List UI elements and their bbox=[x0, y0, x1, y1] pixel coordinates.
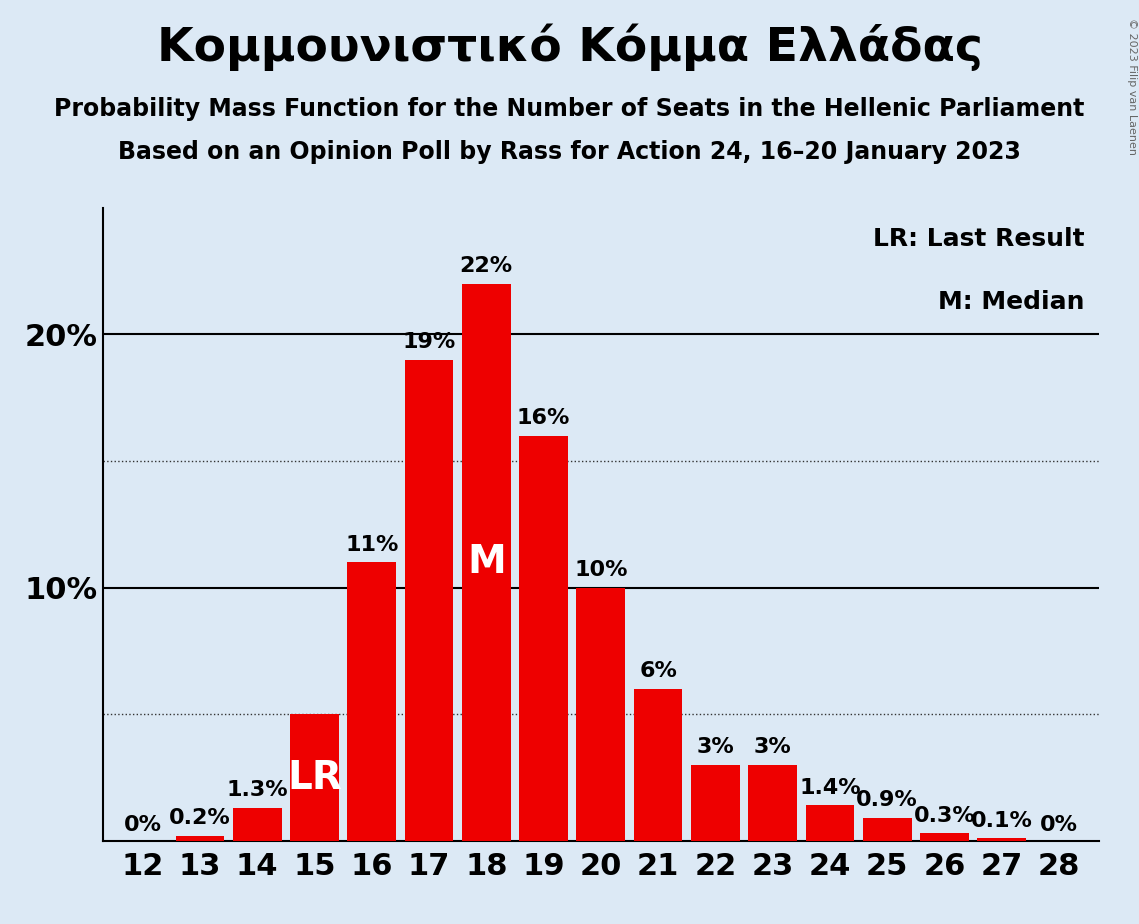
Text: 1.4%: 1.4% bbox=[800, 778, 861, 797]
Bar bbox=[748, 765, 797, 841]
Text: 11%: 11% bbox=[345, 535, 399, 554]
Text: M: Median: M: Median bbox=[937, 290, 1084, 314]
Text: Based on an Opinion Poll by Rass for Action 24, 16–20 January 2023: Based on an Opinion Poll by Rass for Act… bbox=[118, 140, 1021, 164]
Bar bbox=[404, 359, 453, 841]
Text: 22%: 22% bbox=[460, 256, 513, 276]
Bar bbox=[347, 563, 396, 841]
Text: Probability Mass Function for the Number of Seats in the Hellenic Parliament: Probability Mass Function for the Number… bbox=[55, 97, 1084, 121]
Bar bbox=[576, 588, 625, 841]
Text: Κομμουνιστικό Κόμμα Ελλάδας: Κομμουνιστικό Κόμμα Ελλάδας bbox=[156, 23, 983, 70]
Bar bbox=[633, 689, 682, 841]
Text: 19%: 19% bbox=[402, 333, 456, 352]
Text: 10%: 10% bbox=[574, 560, 628, 580]
Text: 3%: 3% bbox=[697, 737, 735, 758]
Text: © 2023 Filip van Laenen: © 2023 Filip van Laenen bbox=[1126, 18, 1137, 155]
Bar bbox=[920, 833, 969, 841]
Text: 0.2%: 0.2% bbox=[169, 808, 231, 828]
Bar bbox=[863, 818, 911, 841]
Text: LR: Last Result: LR: Last Result bbox=[872, 227, 1084, 251]
Text: 0.1%: 0.1% bbox=[970, 810, 1033, 831]
Bar bbox=[519, 436, 568, 841]
Text: LR: LR bbox=[287, 759, 342, 796]
Text: 0.9%: 0.9% bbox=[857, 790, 918, 810]
Bar bbox=[691, 765, 739, 841]
Text: 6%: 6% bbox=[639, 662, 677, 681]
Bar bbox=[805, 806, 854, 841]
Text: 3%: 3% bbox=[754, 737, 792, 758]
Text: 0%: 0% bbox=[124, 815, 162, 834]
Text: 16%: 16% bbox=[517, 408, 571, 428]
Bar bbox=[290, 714, 338, 841]
Text: 1.3%: 1.3% bbox=[227, 781, 288, 800]
Bar bbox=[175, 836, 224, 841]
Bar bbox=[232, 808, 281, 841]
Text: 0.3%: 0.3% bbox=[913, 806, 975, 826]
Text: M: M bbox=[467, 543, 506, 581]
Text: 0%: 0% bbox=[1040, 815, 1077, 834]
Bar bbox=[977, 838, 1026, 841]
Bar bbox=[462, 284, 510, 841]
